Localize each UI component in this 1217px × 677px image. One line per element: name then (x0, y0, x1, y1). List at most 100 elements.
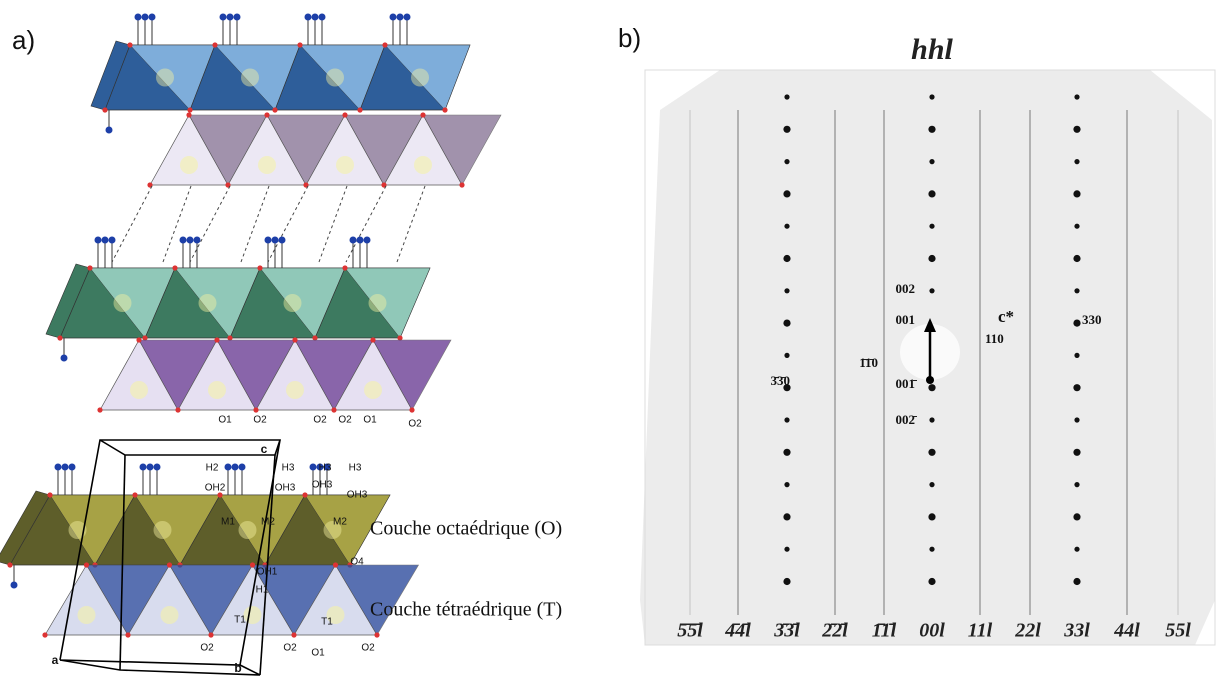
hydrogen (319, 14, 326, 21)
hydrogen (357, 237, 364, 244)
spot (1074, 159, 1079, 164)
panel-label: a) (12, 25, 35, 55)
spot (929, 159, 934, 164)
spot (929, 482, 934, 487)
hydrogen (11, 582, 18, 589)
hydrogen (140, 464, 147, 471)
panel-label: b) (618, 23, 641, 53)
row-label: 44l (1113, 620, 1140, 642)
hydrogen (364, 237, 371, 244)
hydrogen (227, 14, 234, 21)
atom-label: O2 (313, 415, 327, 426)
spot (928, 190, 935, 197)
atom-label: O4 (350, 557, 364, 568)
cation (411, 69, 429, 87)
oxygen (302, 492, 307, 497)
diffraction-panel (640, 70, 1215, 645)
layer-label: Couche octaédrique (O) (370, 518, 562, 540)
axis-label: c (261, 442, 268, 456)
oxygen (132, 492, 137, 497)
unit-cell (100, 440, 280, 455)
hydrogen-bond (241, 186, 269, 262)
hydrogen (55, 464, 62, 471)
oxygen (172, 265, 177, 270)
spot (783, 190, 790, 197)
spot (929, 94, 934, 99)
hydrogen (225, 464, 232, 471)
structure-panel (0, 14, 501, 676)
spot (928, 126, 935, 133)
cation (369, 294, 387, 312)
oxygen (47, 492, 52, 497)
spot (929, 547, 934, 552)
spot (784, 482, 789, 487)
hydrogen (265, 237, 272, 244)
hydrogen (310, 464, 317, 471)
cation (199, 294, 217, 312)
atom-label: O1 (218, 415, 232, 426)
row-label: 3̄3̄l (773, 620, 800, 642)
oxygen (342, 112, 347, 117)
oxygen (167, 562, 172, 567)
row-label: 00l (919, 620, 945, 642)
atom-label: H3 (349, 463, 362, 474)
spot (784, 353, 789, 358)
spot (783, 449, 790, 456)
oxygen (102, 107, 107, 112)
hydrogen (109, 237, 116, 244)
hydrogen (102, 237, 109, 244)
hydrogen (232, 464, 239, 471)
row-label: 11l (968, 620, 993, 642)
hydrogen (279, 237, 286, 244)
hydrogen-bond (346, 186, 386, 262)
oxygen (57, 335, 62, 340)
atom-label: H1 (256, 585, 269, 596)
spot (1073, 190, 1080, 197)
spot (1074, 224, 1079, 229)
atom-label: O1 (311, 648, 325, 659)
hydrogen (350, 237, 357, 244)
hydrogen (69, 464, 76, 471)
hydrogen (404, 14, 411, 21)
spot (1073, 384, 1080, 391)
atom-label: O2 (283, 643, 297, 654)
hydrogen-bond (190, 186, 230, 262)
hydrogen (390, 14, 397, 21)
oxygen (187, 107, 192, 112)
silicon (414, 156, 432, 174)
oxygen (7, 562, 12, 567)
oxygen (42, 632, 47, 637)
oxygen (382, 42, 387, 47)
row-label: 5̄5̄l (677, 620, 703, 642)
oxygen (97, 407, 102, 412)
spot (784, 159, 789, 164)
silicon (208, 381, 226, 399)
hydrogen (147, 464, 154, 471)
atom-label: OH2 (205, 483, 226, 494)
hydrogen (149, 14, 156, 21)
reflection-label: 002̄ (896, 412, 918, 427)
atom-label: OH1 (257, 567, 278, 578)
row-label: 55l (1165, 620, 1191, 642)
spot (784, 288, 789, 293)
spot (1074, 482, 1079, 487)
vector-label: c* (998, 307, 1014, 326)
reflection-label: 330 (1082, 312, 1102, 327)
hydrogen (234, 14, 241, 21)
reflection-label: 001 (896, 312, 916, 327)
reflection-label: 002 (896, 281, 916, 296)
hydrogen (194, 237, 201, 244)
oxygen (84, 562, 89, 567)
spot (1074, 547, 1079, 552)
atom-label: H3 (282, 463, 295, 474)
oxygen (212, 42, 217, 47)
cation (114, 294, 132, 312)
spot (928, 578, 935, 585)
spot (784, 94, 789, 99)
row-label: 33l (1063, 620, 1090, 642)
atom-label: OH3 (275, 483, 296, 494)
hydrogen (61, 355, 68, 362)
oxygen (250, 562, 255, 567)
hydrogen (95, 237, 102, 244)
hydrogen (106, 127, 113, 134)
